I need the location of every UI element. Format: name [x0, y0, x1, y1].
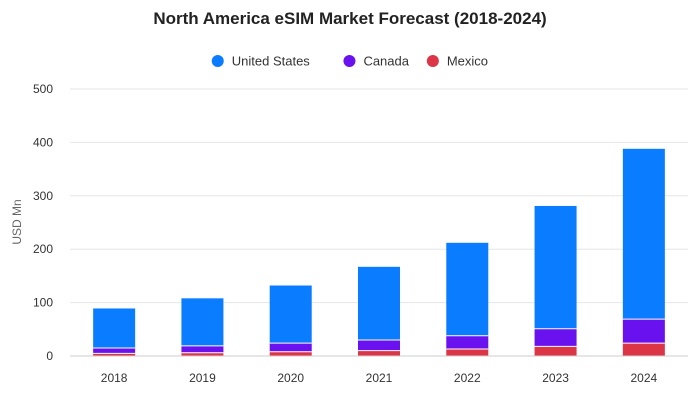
bar-segment-canada-2021	[358, 339, 400, 351]
x-axis-ticks: 2018 2019 2020 2021 2022 2023 2024	[101, 371, 658, 385]
bar-segment-united-states-2018	[93, 308, 136, 348]
bar-segment-mexico-2020	[269, 351, 312, 356]
y-tick-label: 500	[33, 82, 53, 96]
x-tick-label: 2024	[631, 371, 658, 385]
grid-lines	[70, 88, 688, 304]
bar-segment-united-states-2020	[269, 285, 312, 344]
x-tick-label: 2019	[189, 371, 216, 385]
bar-segment-canada-2020	[269, 343, 312, 352]
legend-item-canada[interactable]: Canada	[343, 54, 410, 69]
bar-segment-united-states-2019	[181, 298, 224, 346]
y-axis-ticks: 0 100 200 300 400 500	[33, 82, 53, 363]
bar-segment-united-states-2024	[622, 148, 665, 320]
bar-segment-mexico-2019	[181, 352, 224, 356]
legend-swatch	[343, 55, 356, 67]
legend: United States Canada Mexico	[211, 54, 488, 69]
bar-segment-mexico-2022	[446, 349, 489, 356]
bar-segment-mexico-2023	[534, 346, 577, 356]
y-tick-label: 0	[46, 349, 53, 363]
y-tick-label: 200	[33, 242, 53, 256]
legend-label: Canada	[363, 54, 409, 69]
legend-label: Mexico	[447, 54, 488, 69]
bar-segment-united-states-2023	[534, 205, 577, 329]
bars	[93, 148, 665, 356]
legend-item-mexico[interactable]: Mexico	[426, 54, 488, 69]
legend-item-united-states[interactable]: United States	[211, 54, 311, 69]
chart-title: North America eSIM Market Forecast (2018…	[153, 9, 546, 28]
legend-label: United States	[232, 54, 311, 69]
bar-segment-canada-2024	[622, 319, 665, 344]
x-tick-label: 2023	[542, 371, 569, 385]
x-tick-label: 2021	[366, 371, 393, 385]
y-axis-label: USD Mn	[10, 199, 24, 244]
x-tick-label: 2020	[277, 371, 304, 385]
bar-segment-canada-2023	[534, 328, 577, 347]
y-tick-label: 300	[33, 189, 53, 203]
x-tick-label: 2022	[454, 371, 481, 385]
bar-segment-united-states-2021	[358, 266, 400, 340]
bar-segment-mexico-2021	[358, 350, 400, 356]
y-tick-label: 400	[33, 135, 53, 149]
bar-segment-united-states-2022	[446, 242, 489, 336]
y-tick-label: 100	[33, 296, 53, 310]
legend-swatch	[426, 55, 439, 67]
legend-swatch	[211, 55, 224, 67]
bar-segment-mexico-2018	[93, 353, 136, 356]
bar-segment-mexico-2024	[622, 343, 665, 356]
x-tick-label: 2018	[101, 371, 128, 385]
bar-segment-canada-2022	[446, 335, 489, 350]
bar-segment-canada-2018	[93, 347, 136, 354]
bar-segment-canada-2019	[181, 345, 224, 353]
